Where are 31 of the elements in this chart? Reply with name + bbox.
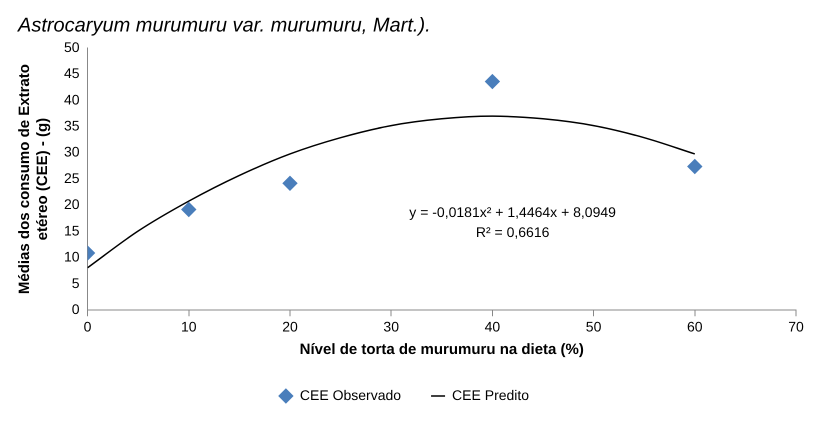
annotation: R² = 0,6616: [476, 224, 550, 240]
point: [282, 176, 298, 191]
y-tick-label: 35: [64, 118, 80, 134]
y-tick-label: 30: [64, 144, 80, 160]
y-tick-label: 0: [72, 301, 80, 318]
point: [687, 159, 702, 174]
y-tick-label: 45: [64, 65, 80, 82]
x-tick-label: 0: [84, 318, 92, 334]
x-tick-label: 30: [383, 318, 400, 334]
legend-label: CEE Observado: [300, 386, 402, 403]
point: [181, 202, 196, 218]
annotation: y = -0,0181x² + 1,4464x + 8,0949: [409, 204, 616, 220]
point: [484, 74, 500, 90]
x-tick-label: 40: [484, 318, 500, 334]
y-tick-label: 40: [64, 91, 80, 108]
line-series: [88, 115, 696, 268]
y-tick-label: 5: [72, 274, 80, 291]
text: Astrocaryum murumuru var. murumuru, Mart.).: [17, 14, 431, 37]
y-tick-label: 50: [64, 38, 80, 55]
x-tick-label: 50: [586, 318, 602, 334]
legend-label: CEE Predito: [452, 386, 530, 403]
x-tick-label: 60: [687, 318, 703, 334]
x-tick-label: 70: [788, 318, 804, 334]
x-tick-label: 10: [180, 318, 197, 334]
y-tick-label: 20: [64, 196, 80, 212]
x-axis-title: Nível de torta de murumuru na dieta (%): [300, 341, 584, 358]
y-tick-label: 10: [64, 248, 80, 265]
x-tick-label: 20: [282, 318, 298, 334]
y-axis-title: Médias dos consumo de Extrato etéreo (CEE) - (g): [16, 64, 52, 294]
y-tick-label: 25: [64, 170, 80, 186]
y-tick-label: 15: [64, 222, 80, 238]
